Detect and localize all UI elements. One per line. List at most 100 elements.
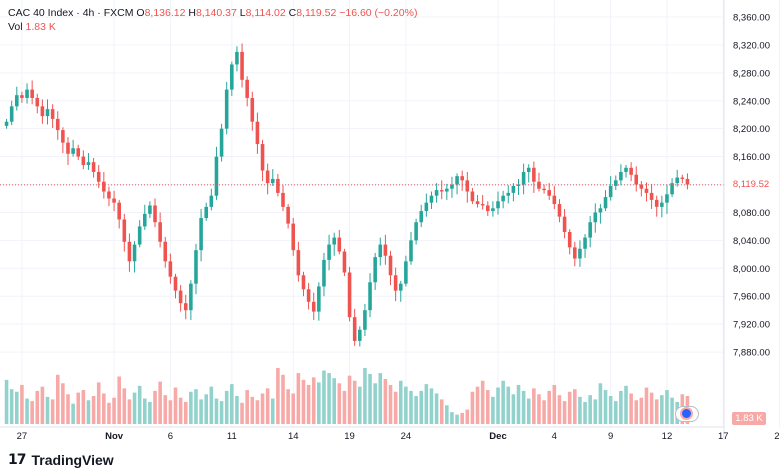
volume-bar [470,391,475,424]
time-tick-label: 9 [608,431,613,442]
candle-body [424,202,429,212]
volume-bar [608,396,613,424]
volume-bar [588,395,592,424]
change-value: −16.60 (−0.20%) [339,7,418,19]
tradingview-logo[interactable]: 17 TradingView [8,452,114,468]
volume-bar [296,373,301,424]
candle-body [158,222,162,242]
volume-bar [552,384,557,424]
price-tick-label: 8,160.00 [733,152,770,163]
candle-body [670,183,674,195]
candle-body [322,259,326,287]
volume-bar [255,400,260,424]
candle-body [532,167,536,182]
candle-body [404,261,408,284]
volume-bar [480,380,485,424]
volume-bar [434,393,439,424]
candle-body [230,64,234,90]
volume-bar [506,386,511,424]
time-tick-label: 4 [552,431,557,442]
price-tick-label: 8,200.00 [733,124,770,135]
volume-bar [178,397,183,424]
volume-bar [45,396,50,424]
candle-body [240,51,244,80]
candle-body [445,188,449,192]
candle-body [496,201,500,209]
volume-bar [542,400,546,424]
volume-bar [76,392,81,424]
candle-body [588,222,592,238]
candle-body [296,250,301,276]
time-tick-label: 22 [774,431,780,442]
volume-bar [204,394,209,424]
volume-bar [404,386,408,424]
candle-body [398,283,403,291]
volume-bar [50,399,55,424]
candle-body [132,244,137,262]
candle-body [439,190,444,192]
candle-body [393,275,398,291]
time-tick-label: 19 [344,431,355,442]
candle-body [173,276,178,291]
volume-bar [25,398,29,424]
volume-bar [245,390,249,424]
volume-bar [409,390,413,424]
volume-bar [619,390,623,424]
symbol-title[interactable]: CAC 40 Index · 4h · FXCM [8,7,134,19]
volume-bar [352,380,357,424]
candle-body [45,109,50,117]
candle-body [250,97,255,122]
candle-body [552,195,557,205]
volume-bar [455,414,459,424]
candle-body [465,180,470,192]
candle-body [219,128,224,157]
volume-bar [15,391,19,424]
candle-body [245,79,249,98]
candle-body [460,176,464,181]
volume-bar [347,375,352,424]
candle-body [153,205,157,223]
scroll-to-realtime-button[interactable] [675,406,699,422]
volume-bar [40,386,45,424]
candle-body [378,244,383,258]
time-tick-label: 27 [17,431,28,442]
time-axis[interactable]: 27 Nov 6 11 14 19 24 Dec 4 9 12 17 22 [17,431,780,442]
candle-body [235,51,239,65]
volume-bar [537,394,541,424]
volume-bar [629,393,633,424]
candle-body [352,317,357,341]
candle-body [475,201,480,205]
volume-bar [153,390,157,424]
volume-bar [4,379,9,424]
price-tick-label: 8,240.00 [733,96,770,107]
volume-bar [414,396,418,424]
candle-body [368,282,372,311]
volume-bar [173,387,178,424]
candle-body [358,329,362,341]
candle-body [127,241,132,262]
candle-body [516,184,521,186]
volume-bar [189,391,193,424]
volume-bar [547,390,552,424]
volume-value: 1.83 K [25,21,56,33]
candle-body [501,195,505,202]
volume-bar [9,389,14,424]
candle-body [480,204,485,206]
volume-line: Vol 1.83 K [8,20,417,34]
candle-body [224,89,229,129]
candle-body [66,142,70,154]
price-tick-label: 7,920.00 [733,320,770,331]
candle-body [317,286,321,312]
candle-body [148,205,152,214]
candle-body [644,188,649,193]
last-price-label: 8,119.52 [729,177,773,192]
volume-bar [122,388,127,424]
volume-bar [501,380,505,424]
volume-bar [291,393,296,424]
volume-bar [276,368,280,424]
volume-bar [66,394,70,424]
volume-bars [4,368,690,424]
candle-body [112,198,116,203]
candle-body [649,192,654,200]
